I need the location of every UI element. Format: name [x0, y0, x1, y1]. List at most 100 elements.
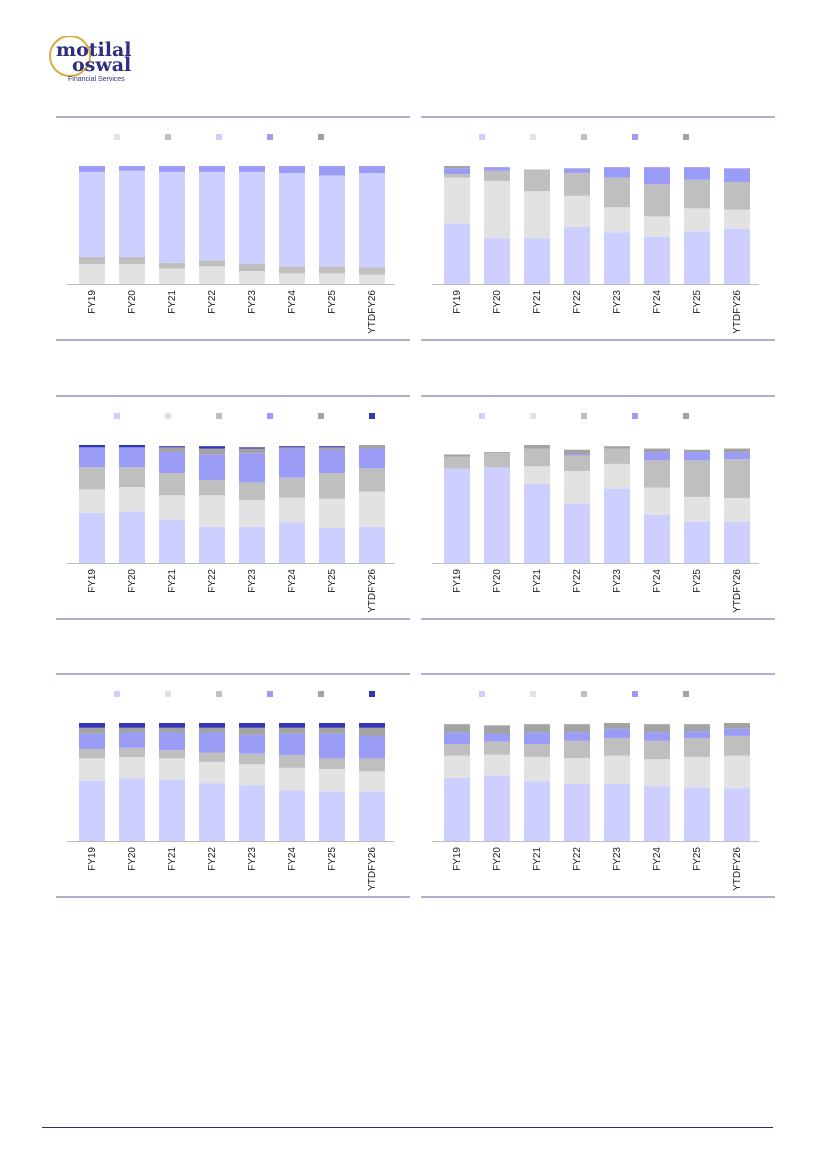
- bar-segment: [359, 526, 385, 563]
- bar-segment: [724, 521, 750, 563]
- bar-segment: [159, 758, 185, 780]
- legend-swatch: [479, 691, 485, 697]
- bar-segment: [319, 446, 345, 448]
- bar-segment: [279, 446, 305, 448]
- chart-panel-2: FY19 FY20 FY21 FY22 FY23 FY24 FY25 YTDFY26: [421, 116, 775, 342]
- legend-swatch: [165, 134, 171, 140]
- bar-segment: [319, 791, 345, 841]
- bar-segment: [444, 468, 470, 563]
- bar-segment: [644, 448, 670, 453]
- stacked-bar-chart-2: FY19 FY20 FY21 FY22 FY23 FY24 FY25 YTDFY26: [421, 116, 775, 341]
- bar-segment: [484, 238, 510, 284]
- bar-segment: [564, 740, 590, 759]
- bar-segment: [444, 454, 470, 457]
- bar-segment: [359, 468, 385, 492]
- bar-segment: [319, 266, 345, 274]
- bar-segment: [159, 452, 185, 474]
- bar-segment: [644, 216, 670, 238]
- legend-swatch: [267, 134, 273, 140]
- bar-segment: [524, 732, 550, 745]
- legend-swatch: [114, 413, 120, 419]
- bar-segment: [239, 499, 265, 527]
- bar-segment: [359, 771, 385, 792]
- bar-segment: [644, 184, 670, 217]
- legend-swatch: [318, 691, 324, 697]
- x-tick-label: FY19: [452, 290, 463, 314]
- bar-segment: [359, 166, 385, 174]
- bar-segment: [199, 732, 225, 753]
- legend-swatch: [581, 691, 587, 697]
- legend-swatch: [267, 691, 273, 697]
- bar-segment: [319, 175, 345, 267]
- bar-segment: [239, 723, 265, 728]
- bar-segment: [444, 177, 470, 224]
- bar-segment: [644, 237, 670, 284]
- bar-segment: [724, 459, 750, 499]
- legend-swatch: [267, 413, 273, 419]
- x-tick-label: FY25: [327, 569, 338, 593]
- bar-segment: [644, 732, 670, 741]
- bar-segment: [524, 448, 550, 467]
- bar-segment: [724, 723, 750, 729]
- bar-segment: [564, 226, 590, 284]
- bar-segment: [79, 467, 105, 490]
- x-tick-label: FY22: [207, 847, 218, 871]
- bar-segment: [199, 480, 225, 496]
- bar-segment: [524, 445, 550, 449]
- bar-segment: [159, 723, 185, 728]
- stacked-bar-chart-3: FY19 FY20 FY21 FY22 FY23 FY24 FY25 YTDFY26: [56, 395, 410, 620]
- bar-segment: [199, 761, 225, 784]
- bar-segment: [279, 754, 305, 768]
- bar-segment: [279, 166, 305, 174]
- bar-segment: [604, 446, 630, 449]
- bar-segment: [724, 755, 750, 789]
- bar-segment: [159, 779, 185, 841]
- bar-segment: [159, 750, 185, 759]
- bar-segment: [444, 744, 470, 756]
- x-tick-label: FY23: [612, 847, 623, 871]
- bar-segment: [484, 775, 510, 841]
- bar-segment: [239, 453, 265, 483]
- bar-segment: [564, 504, 590, 563]
- bar-segment: [79, 758, 105, 781]
- bar-segment: [684, 496, 710, 522]
- bar-segment: [564, 455, 590, 471]
- x-tick-label: FY23: [612, 569, 623, 593]
- x-tick-label: FY19: [87, 290, 98, 314]
- bar-segment: [484, 452, 510, 454]
- bar-segment: [199, 260, 225, 267]
- bar-segment: [79, 512, 105, 563]
- stacked-bar-chart-4: FY19 FY20 FY21 FY22 FY23 FY24 FY25 YTDFY26: [421, 395, 775, 620]
- legend-swatch: [114, 691, 120, 697]
- bar-segment: [564, 454, 590, 456]
- bar-segment: [564, 758, 590, 784]
- stacked-bar-chart-5: FY19 FY20 FY21 FY22 FY23 FY24 FY25 YTDFY26: [56, 673, 410, 898]
- bar-segment: [359, 448, 385, 469]
- bar-segment: [79, 489, 105, 513]
- x-tick-label: FY23: [612, 290, 623, 314]
- bar-segment: [119, 757, 145, 779]
- bar-segment: [119, 445, 145, 448]
- bar-segment: [724, 209, 750, 230]
- legend-swatch: [581, 134, 587, 140]
- bar-segment: [524, 238, 550, 284]
- bar-segment: [484, 741, 510, 755]
- bar-segment: [444, 168, 470, 175]
- bar-segment: [604, 728, 630, 739]
- legend-swatch: [216, 134, 222, 140]
- bar-segment: [724, 735, 750, 756]
- x-tick-label: FY22: [207, 290, 218, 314]
- x-tick-label: YTDFY26: [732, 290, 743, 334]
- bar-segment: [279, 173, 305, 267]
- x-tick-label: FY22: [572, 847, 583, 871]
- x-tick-label: FY20: [127, 569, 138, 593]
- bar-segment: [199, 752, 225, 762]
- company-logo: motilal oswal Financial Services: [46, 35, 146, 86]
- bar-segment: [159, 166, 185, 172]
- x-tick-label: FY21: [532, 290, 543, 314]
- bar-segment: [319, 447, 345, 450]
- bar-segment: [239, 448, 265, 454]
- bar-segment: [79, 447, 105, 468]
- bar-segment: [119, 166, 145, 171]
- x-tick-label: FY22: [207, 569, 218, 593]
